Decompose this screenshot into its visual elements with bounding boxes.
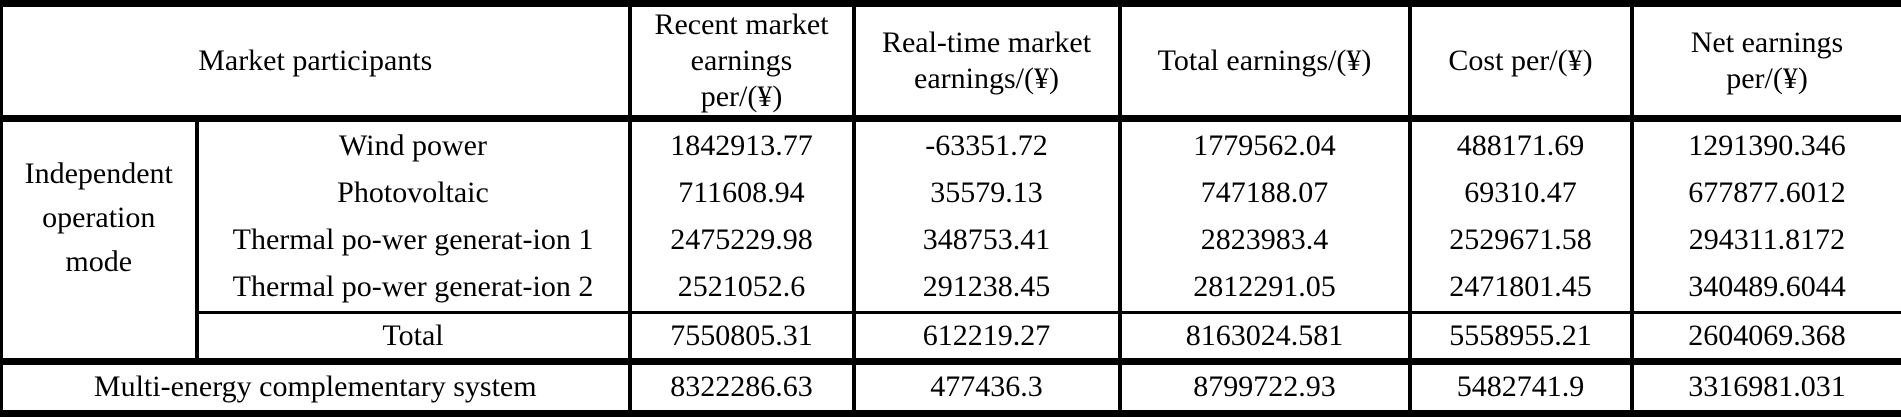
row-multi-energy-system: Multi-energy complementary system 832228… (1, 357, 1901, 414)
value-cell: -63351.72 (851, 118, 1120, 170)
value-cell: 348753.41 (851, 216, 1120, 264)
header-cost: Cost per/(¥) (1407, 3, 1632, 123)
system-label: Multi-energy complementary system (1, 357, 630, 414)
participant-name: Thermal po-wer generat-ion 1 (194, 216, 630, 264)
row-wind-power: Independent operation mode Wind power 18… (2, 118, 1901, 278)
value-cell: 35579.13 (851, 169, 1120, 217)
value-cell: 747188.07 (1117, 169, 1410, 217)
header-row: Market participants Recent market earnin… (1, 3, 1901, 123)
header-recent-market-earnings: Recent market earnings per/(¥) (627, 3, 854, 123)
value-cell: 612219.27 (851, 310, 1120, 362)
value-cell: 2475229.98 (627, 216, 854, 264)
value-cell: 8799722.93 (1117, 357, 1410, 414)
value-cell: 677877.6012 (1629, 169, 1901, 217)
value-cell: 69310.47 (1407, 169, 1632, 217)
value-cell: 8322286.63 (627, 357, 854, 414)
participant-name: Photovoltaic (194, 169, 630, 217)
value-cell: 711608.94 (627, 169, 854, 217)
value-cell: 1842913.77 (627, 118, 854, 170)
value-cell: 1291390.346 (1629, 118, 1901, 170)
value-cell: 2823983.4 (1117, 216, 1410, 264)
participant-name: Wind power (194, 118, 630, 170)
header-realtime-market-earnings: Real-time market earnings/(¥) (851, 3, 1120, 123)
value-cell: 2521052.6 (627, 263, 854, 313)
value-cell: 3316981.031 (1629, 357, 1901, 414)
value-cell: 2604069.368 (1629, 310, 1901, 362)
value-cell: 294311.8172 (1629, 216, 1901, 264)
row-thermal-power-1: Thermal po-wer generat-ion 1 2475229.98 … (2, 216, 1901, 264)
row-total: Total 7550805.31 612219.27 8163024.581 5… (2, 310, 1901, 362)
header-total-earnings: Total earnings/(¥) (1117, 3, 1410, 123)
value-cell: 5482741.9 (1407, 357, 1632, 414)
value-cell: 8163024.581 (1117, 310, 1410, 362)
header-net-earnings: Net earnings per/(¥) (1629, 3, 1901, 123)
group-label-independent-operation-mode: Independent operation mode (24, 157, 173, 279)
value-cell: 291238.45 (851, 263, 1120, 313)
value-cell: 2471801.45 (1407, 263, 1632, 313)
value-cell: 1779562.04 (1117, 118, 1410, 170)
value-cell: 340489.6044 (1629, 263, 1901, 313)
header-market-participants: Market participants (1, 3, 630, 123)
value-cell: 477436.3 (851, 357, 1120, 414)
value-cell: 5558955.21 (1407, 310, 1632, 362)
participant-name: Thermal po-wer generat-ion 2 (194, 263, 630, 313)
value-cell: 488171.69 (1407, 118, 1632, 170)
row-thermal-power-2: Thermal po-wer generat-ion 2 2521052.6 2… (2, 263, 1901, 313)
row-photovoltaic: Photovoltaic 711608.94 35579.13 747188.0… (2, 169, 1901, 217)
value-cell: 7550805.31 (627, 310, 854, 362)
total-label: Total (194, 310, 630, 362)
value-cell: 2812291.05 (1117, 263, 1410, 313)
value-cell: 2529671.58 (1407, 216, 1632, 264)
